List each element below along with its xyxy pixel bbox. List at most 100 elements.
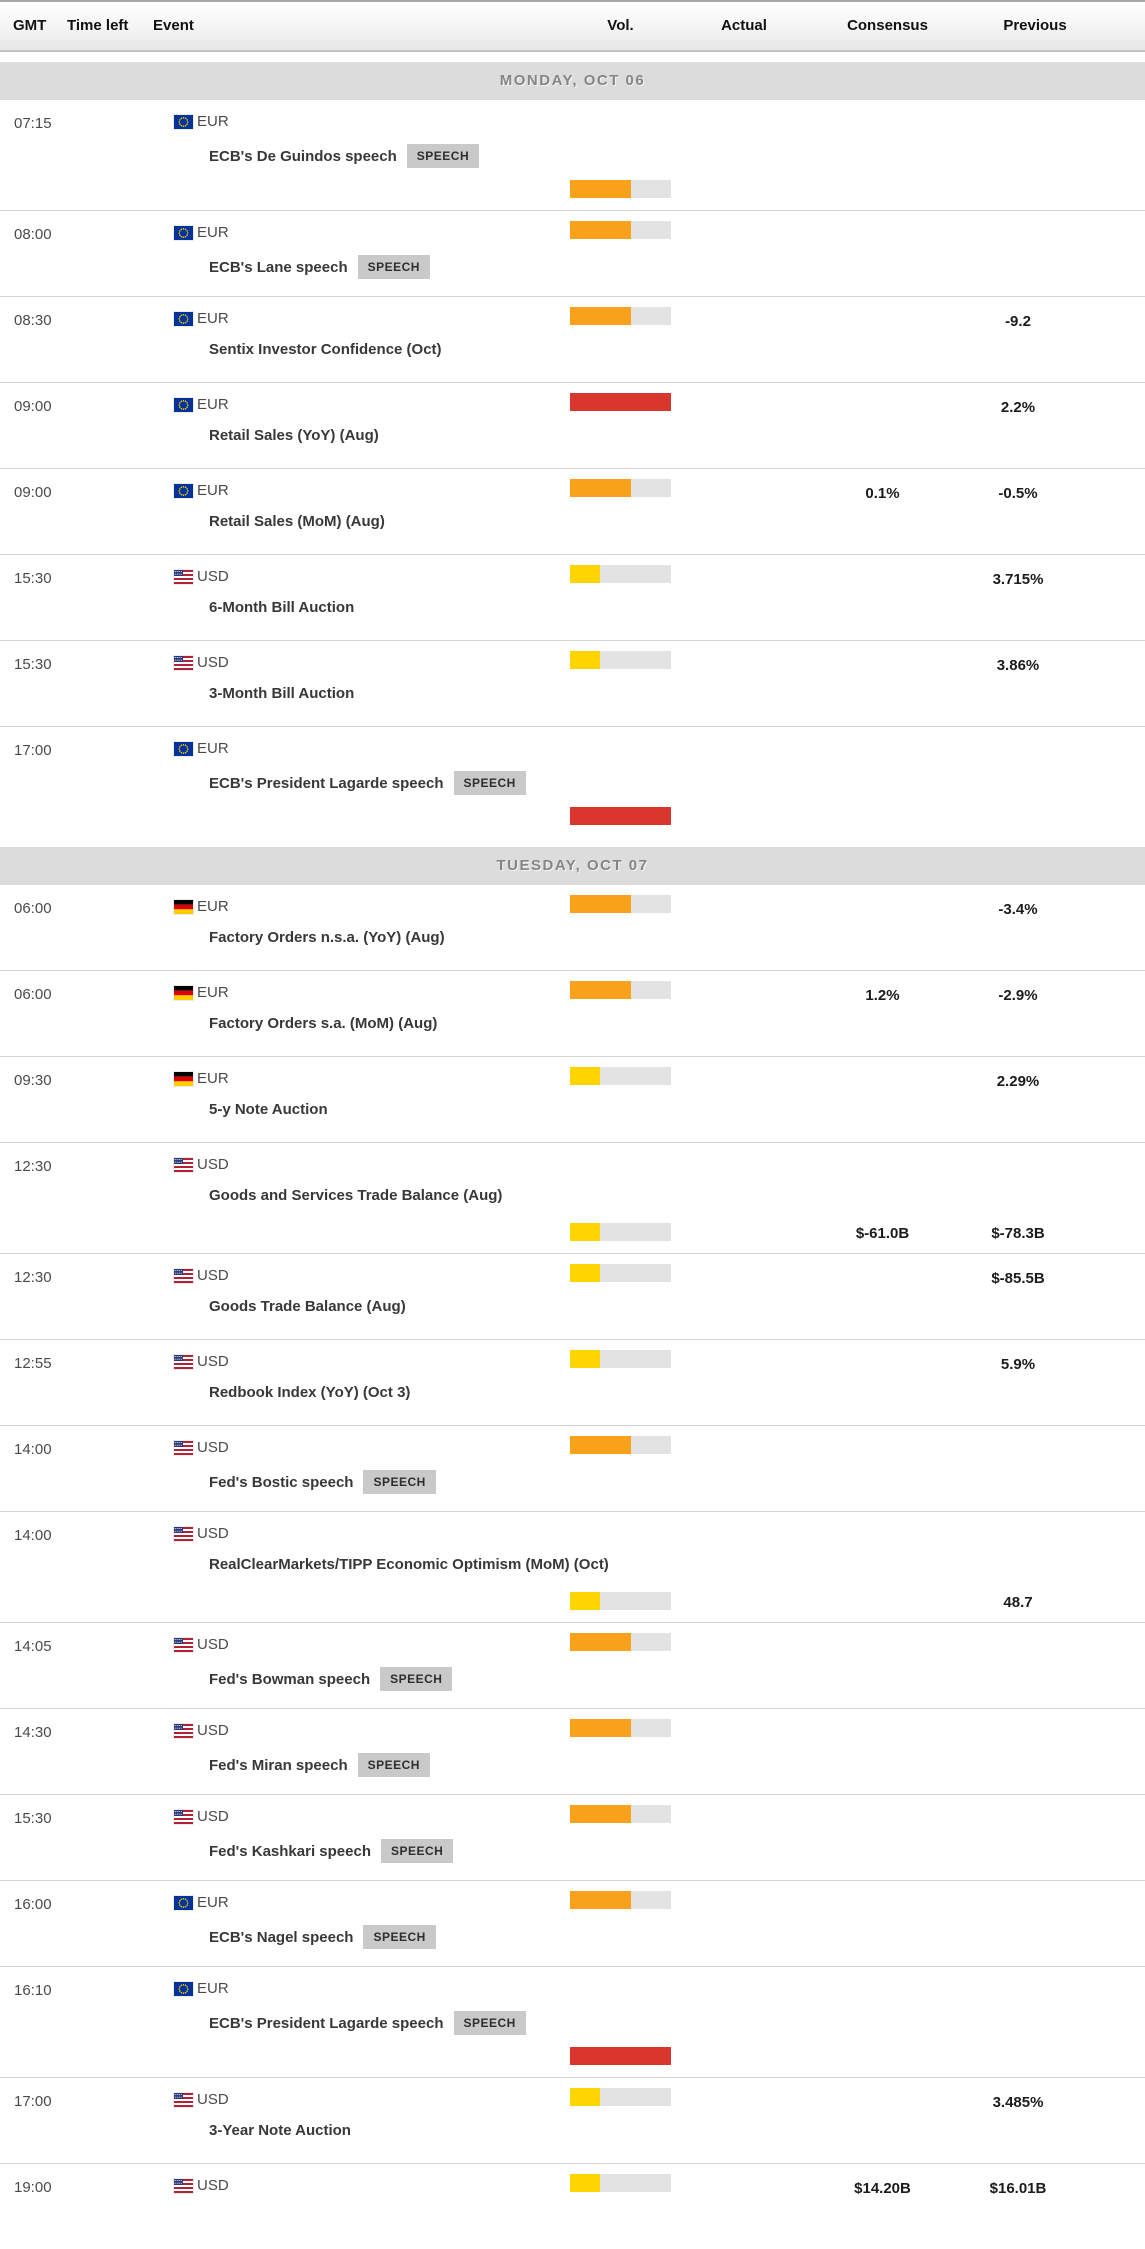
event-line: ECB's De Guindos speech SPEECH [209, 144, 480, 168]
event-name: Retail Sales (YoY) (Aug) [209, 427, 379, 444]
column-header-vol: Vol. [607, 17, 634, 34]
volatility-bar-fill [570, 1633, 631, 1651]
speech-badge: SPEECH [363, 1925, 436, 1949]
event-name: Fed's Bowman speech [209, 1670, 371, 1688]
currency-label: USD [197, 2177, 229, 2194]
currency-group: USD [174, 1439, 229, 1456]
event-row[interactable]: 17:00 EUR ECB's President Lagarde speech… [0, 726, 1145, 837]
event-time: 07:15 [14, 115, 52, 132]
consensus-value: 0.1% [865, 485, 900, 502]
event-name: 5-y Note Auction [209, 1101, 328, 1118]
currency-group: EUR [174, 310, 229, 327]
volatility-bar-fill [570, 2174, 601, 2192]
event-row[interactable]: 06:00 EUR Factory Orders n.s.a. (YoY) (A… [0, 885, 1145, 970]
event-row[interactable]: 12:55 USD Redbook Index (YoY) (Oct 3) 5.… [0, 1339, 1145, 1425]
currency-group: EUR [174, 482, 229, 499]
flag-us-icon [174, 1526, 193, 1541]
event-row[interactable]: 15:30 USD 6-Month Bill Auction 3.715% [0, 554, 1145, 640]
volatility-bar-fill [570, 2047, 671, 2065]
event-row[interactable]: 16:10 EUR ECB's President Lagarde speech… [0, 1966, 1145, 2077]
column-header-actual: Actual [721, 17, 767, 34]
event-row[interactable]: 09:30 EUR 5-y Note Auction 2.29% [0, 1056, 1145, 1142]
event-line: 3-Month Bill Auction [209, 685, 354, 702]
volatility-bar-fill [570, 2088, 601, 2106]
event-time: 06:00 [14, 900, 52, 917]
volatility-bar-fill [570, 1264, 601, 1282]
event-row[interactable]: 14:00 USD RealClearMarkets/TIPP Economic… [0, 1511, 1145, 1622]
currency-group: EUR [174, 396, 229, 413]
previous-value: -0.5% [998, 485, 1038, 502]
event-row[interactable]: 12:30 USD Goods and Services Trade Balan… [0, 1142, 1145, 1253]
event-time: 08:00 [14, 226, 52, 243]
event-row[interactable]: 08:30 EUR Sentix Investor Confidence (Oc… [0, 296, 1145, 382]
speech-badge: SPEECH [357, 255, 430, 279]
event-name: ECB's President Lagarde speech [209, 2014, 444, 2032]
event-row[interactable]: 15:30 USD 3-Month Bill Auction 3.86% [0, 640, 1145, 726]
event-row[interactable]: 07:15 EUR ECB's De Guindos speech SPEECH [0, 100, 1145, 210]
event-row[interactable]: 09:00 EUR Retail Sales (YoY) (Aug) 2.2% [0, 382, 1145, 468]
event-row[interactable]: 06:00 EUR Factory Orders s.a. (MoM) (Aug… [0, 970, 1145, 1056]
currency-label: USD [197, 1353, 229, 1370]
event-row[interactable]: 19:00 USD $14.20B $16.01B [0, 2163, 1145, 2249]
volatility-bar [570, 180, 671, 198]
volatility-bar-fill [570, 180, 631, 198]
volatility-bar-fill [570, 895, 631, 913]
event-line: Fed's Miran speech SPEECH [209, 1753, 430, 1777]
flag-eu-icon [174, 311, 193, 326]
volatility-bar [570, 1805, 671, 1823]
event-time: 17:00 [14, 2093, 52, 2110]
flag-eu-icon [174, 483, 193, 498]
currency-group: EUR [174, 1980, 229, 1997]
event-name: Goods and Services Trade Balance (Aug) [209, 1187, 503, 1204]
event-row[interactable]: 15:30 USD Fed's Kashkari speech SPEECH [0, 1794, 1145, 1880]
calendar-body: MONDAY, OCT 06 07:15 EUR ECB's De Guindo… [0, 62, 1145, 2249]
event-name: Factory Orders n.s.a. (YoY) (Aug) [209, 929, 445, 946]
event-row[interactable]: 12:30 USD Goods Trade Balance (Aug) $-85… [0, 1253, 1145, 1339]
flag-us-icon [174, 1354, 193, 1369]
event-time: 17:00 [14, 742, 52, 759]
currency-label: EUR [197, 113, 229, 130]
volatility-bar [570, 2088, 671, 2106]
speech-badge: SPEECH [406, 144, 480, 168]
event-line: ECB's Nagel speech SPEECH [209, 1925, 436, 1949]
event-row[interactable]: 17:00 USD 3-Year Note Auction 3.485% [0, 2077, 1145, 2163]
event-time: 12:30 [14, 1158, 52, 1175]
volatility-bar-fill [570, 651, 601, 669]
column-header-gmt: GMT [13, 17, 47, 34]
event-name: 3-Year Note Auction [209, 2122, 351, 2139]
currency-group: USD [174, 1156, 229, 1173]
currency-label: EUR [197, 224, 229, 241]
event-row[interactable]: 14:05 USD Fed's Bowman speech SPEECH [0, 1622, 1145, 1708]
consensus-value: $14.20B [854, 2180, 911, 2197]
currency-group: USD [174, 1722, 229, 1739]
currency-label: USD [197, 1525, 229, 1542]
volatility-bar [570, 221, 671, 239]
volatility-bar [570, 1350, 671, 1368]
event-row[interactable]: 14:00 USD Fed's Bostic speech SPEECH [0, 1425, 1145, 1511]
event-name: ECB's Lane speech [209, 258, 348, 276]
flag-us-icon [174, 1157, 193, 1172]
event-row[interactable]: 14:30 USD Fed's Miran speech SPEECH [0, 1708, 1145, 1794]
event-time: 14:00 [14, 1527, 52, 1544]
event-time: 12:30 [14, 1269, 52, 1286]
volatility-bar [570, 895, 671, 913]
flag-us-icon [174, 569, 193, 584]
volatility-bar-fill [570, 1719, 631, 1737]
event-row[interactable]: 09:00 EUR Retail Sales (MoM) (Aug) 0.1% … [0, 468, 1145, 554]
event-time: 14:30 [14, 1724, 52, 1741]
flag-de-icon [174, 899, 193, 914]
event-row[interactable]: 08:00 EUR ECB's Lane speech SPEECH [0, 210, 1145, 296]
currency-group: EUR [174, 1070, 229, 1087]
event-name: RealClearMarkets/TIPP Economic Optimism … [209, 1556, 609, 1573]
previous-value: -3.4% [998, 901, 1038, 918]
currency-label: EUR [197, 310, 229, 327]
currency-label: USD [197, 654, 229, 671]
currency-label: USD [197, 1636, 229, 1653]
event-row[interactable]: 16:00 EUR ECB's Nagel speech SPEECH [0, 1880, 1145, 1966]
event-name: ECB's Nagel speech [209, 1928, 354, 1946]
event-name: ECB's De Guindos speech [209, 147, 397, 165]
event-time: 15:30 [14, 570, 52, 587]
volatility-bar-fill [570, 393, 671, 411]
flag-us-icon [174, 1268, 193, 1283]
volatility-bar [570, 1891, 671, 1909]
